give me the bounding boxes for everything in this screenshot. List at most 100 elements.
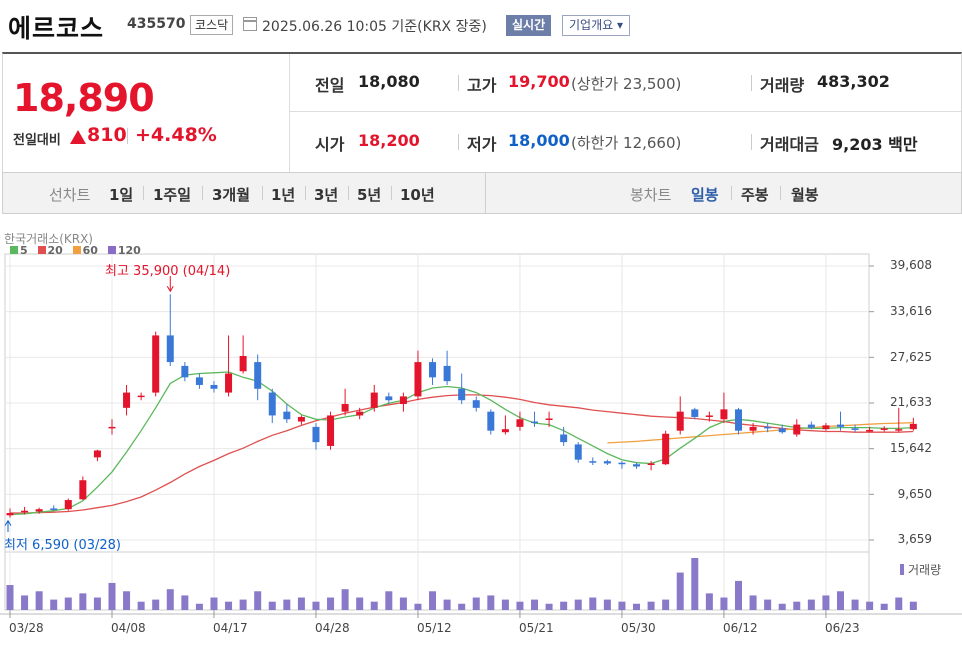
volume-bar bbox=[297, 597, 305, 610]
period-10y[interactable]: 10년 bbox=[400, 186, 435, 204]
candle-chart-label: 봉차트 bbox=[630, 186, 672, 204]
candle-body bbox=[589, 461, 597, 463]
ticker-code: 435570 bbox=[127, 16, 186, 32]
candle-body bbox=[735, 409, 742, 431]
legend-ma5: 5 bbox=[10, 244, 28, 257]
x-tick-label: 05/12 bbox=[417, 621, 452, 635]
period-1w[interactable]: 1주일 bbox=[153, 186, 192, 204]
candle-body bbox=[210, 384, 218, 389]
x-tick-label: 03/28 bbox=[9, 621, 44, 635]
low-annotation: 최저 6,590 (03/28) bbox=[4, 538, 122, 553]
candle-body bbox=[297, 416, 305, 422]
volume-bar bbox=[705, 593, 713, 610]
volume-bar bbox=[414, 603, 422, 610]
candle-body bbox=[705, 415, 713, 417]
volume-bar bbox=[691, 558, 699, 610]
volume-bar bbox=[676, 572, 684, 610]
volume-bar bbox=[166, 589, 174, 610]
volume-bar bbox=[210, 597, 218, 610]
candle-body bbox=[793, 424, 801, 435]
divider bbox=[458, 75, 459, 91]
candle-body bbox=[429, 362, 437, 378]
divider bbox=[780, 186, 781, 200]
volume-bar bbox=[778, 603, 786, 610]
company-name[interactable]: 에르코스 bbox=[8, 14, 105, 43]
volume-bar bbox=[720, 597, 728, 610]
y-tick-label: 9,650 bbox=[897, 487, 932, 501]
volume-bar bbox=[851, 599, 859, 610]
up-triangle-icon bbox=[70, 130, 86, 144]
candle-body bbox=[399, 396, 407, 405]
volume-plot-frame bbox=[4, 551, 870, 611]
volume-bar bbox=[501, 599, 509, 610]
y-tick-label: 27,625 bbox=[890, 350, 932, 364]
high-label: 고가 bbox=[467, 76, 497, 95]
candle-body bbox=[370, 392, 378, 408]
candle-body bbox=[414, 362, 422, 397]
volume-bar bbox=[662, 599, 670, 610]
volume-bar bbox=[341, 589, 349, 610]
candle-body bbox=[195, 377, 203, 385]
y-tick-label: 15,642 bbox=[890, 441, 932, 455]
candle-body bbox=[633, 464, 641, 467]
high-arrow-head bbox=[166, 286, 174, 293]
legend-ma20-label: 20 bbox=[47, 244, 63, 257]
candle-body bbox=[254, 362, 262, 389]
volume-bar bbox=[516, 601, 524, 610]
volume-legend-label: 거래량 bbox=[908, 563, 942, 577]
period-5y[interactable]: 5년 bbox=[357, 186, 382, 204]
period-daily[interactable]: 일봉 bbox=[691, 186, 719, 204]
period-1y[interactable]: 1년 bbox=[271, 186, 296, 204]
prev-close-value: 18,080 bbox=[358, 72, 420, 91]
y-tick-label: 33,616 bbox=[890, 304, 932, 318]
candle-body bbox=[778, 428, 786, 433]
divider bbox=[485, 173, 486, 213]
volume-bar bbox=[531, 599, 539, 610]
volume-bar bbox=[574, 599, 582, 610]
volume-bar bbox=[64, 597, 72, 610]
candle-body bbox=[166, 335, 174, 363]
volume-bar bbox=[647, 601, 655, 610]
divider bbox=[262, 186, 263, 200]
candle-body bbox=[472, 400, 480, 408]
divider bbox=[731, 186, 732, 200]
quote-panel: 18,890 전일대비 810 +4.48% 전일 18,080 고가 19,7… bbox=[2, 52, 962, 173]
volume-bar bbox=[633, 603, 641, 610]
ma20-line bbox=[10, 394, 914, 514]
volume-bar bbox=[6, 585, 14, 610]
volume-bar bbox=[93, 597, 101, 610]
period-1d[interactable]: 1일 bbox=[109, 186, 134, 204]
x-tick-label: 05/30 bbox=[621, 621, 656, 635]
datetime-basis: 기준(KRX 장중) bbox=[391, 19, 487, 35]
period-3m[interactable]: 3개월 bbox=[212, 186, 251, 204]
divider bbox=[143, 186, 144, 200]
price-chart[interactable]: 한국거래소(KRX) 5 20 60 120 최고 35,900 (04/14)… bbox=[0, 214, 962, 660]
candle-body bbox=[64, 500, 72, 510]
legend-ma120-label: 120 bbox=[117, 244, 141, 257]
volume-bar bbox=[385, 591, 393, 610]
open-value: 18,200 bbox=[358, 131, 420, 150]
period-monthly[interactable]: 월봉 bbox=[791, 186, 819, 204]
period-weekly[interactable]: 주봉 bbox=[741, 186, 769, 204]
volume-bar bbox=[268, 601, 276, 610]
low-label: 저가 bbox=[467, 135, 497, 154]
volume-bar bbox=[764, 599, 772, 610]
volume-bar bbox=[356, 597, 364, 610]
chart-canvas[interactable] bbox=[0, 214, 962, 660]
volume-bar bbox=[487, 595, 495, 610]
open-label: 시가 bbox=[315, 135, 345, 154]
ma-legend: 5 20 60 120 bbox=[10, 244, 147, 257]
period-3y[interactable]: 3년 bbox=[314, 186, 339, 204]
exchange-label: 한국거래소(KRX) bbox=[4, 232, 93, 246]
volume-bar bbox=[399, 597, 407, 610]
realtime-button[interactable]: 실시간 bbox=[506, 15, 552, 36]
x-tick-label: 05/21 bbox=[519, 621, 554, 635]
candle-body bbox=[909, 423, 917, 430]
change-percent: +4.48% bbox=[135, 124, 217, 146]
candle-body bbox=[545, 418, 553, 420]
change-label: 전일대비 bbox=[13, 133, 61, 148]
divider bbox=[289, 54, 290, 173]
high-annotation: 최고 35,900 (04/14) bbox=[105, 264, 231, 279]
company-overview-dropdown[interactable]: 기업개요 ▾ bbox=[562, 15, 630, 36]
candle-body bbox=[458, 388, 466, 401]
